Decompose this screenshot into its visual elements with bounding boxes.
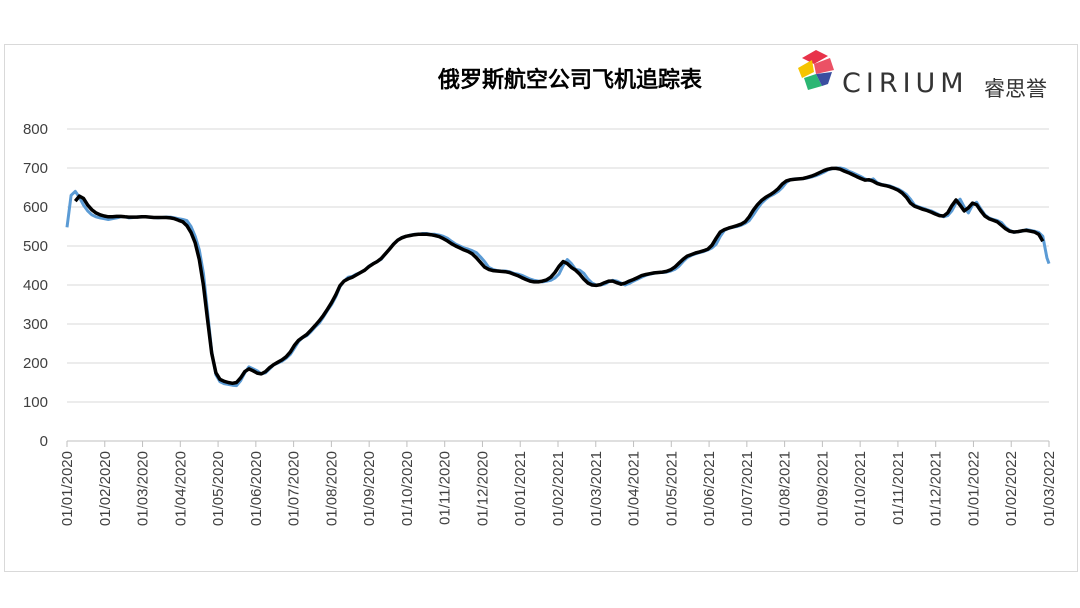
x-tick-label: 01/09/2020	[361, 451, 378, 526]
x-tick-label: 01/05/2021	[663, 451, 680, 526]
cirium-logo-icon	[798, 50, 834, 90]
x-tick-label: 01/09/2021	[814, 451, 831, 526]
cirium-logo: CIRIUM 睿思誉	[798, 48, 1060, 104]
y-tick-label: 300	[23, 316, 48, 333]
x-tick-label: 01/07/2020	[286, 451, 303, 526]
moving-average-line	[73, 166, 1045, 386]
y-tick-label: 100	[23, 394, 48, 411]
x-tick-label: 01/11/2020	[437, 451, 454, 525]
y-tick-label: 0	[40, 433, 48, 450]
x-tick-label: 01/10/2020	[399, 451, 416, 526]
x-tick-label: 01/12/2020	[474, 451, 491, 526]
x-tick-label: 01/02/2020	[97, 451, 114, 526]
y-tick-label: 200	[23, 355, 48, 372]
chart-title: 俄罗斯航空公司飞机追踪表	[437, 68, 702, 93]
x-axis-ticks: 01/01/2020 01/02/2020 01/03/2020 01/04/2020…	[59, 441, 1058, 526]
x-tick-label: 01/01/2021	[512, 451, 529, 526]
x-tick-label: 01/03/2021	[588, 451, 605, 526]
x-tick-label: 01/11/2021	[890, 451, 907, 525]
x-tick-label: 01/01/2020	[59, 451, 76, 526]
logo-chinese-name: 睿思誉	[984, 77, 1047, 101]
y-tick-label: 500	[23, 238, 48, 255]
y-tick-label: 600	[23, 199, 48, 216]
x-tick-label: 01/06/2020	[248, 451, 265, 526]
grid-lines	[67, 128, 1049, 403]
y-axis-ticks: 0 100 200 300 400 500 600 700 800	[23, 121, 48, 450]
x-tick-label: 01/03/2022	[1041, 451, 1058, 526]
x-tick-label: 01/01/2022	[965, 451, 982, 526]
x-tick-label: 01/03/2020	[135, 451, 152, 526]
x-tick-label: 01/04/2020	[172, 451, 189, 526]
x-tick-label: 01/07/2021	[739, 451, 756, 526]
series-lines	[65, 166, 1051, 388]
chart-frame	[4, 44, 1078, 572]
x-tick-label: 01/12/2021	[928, 451, 945, 526]
daily-series-line	[65, 166, 1051, 388]
x-tick-label: 01/05/2020	[210, 451, 227, 526]
x-tick-label: 01/10/2021	[852, 451, 869, 526]
y-tick-label: 400	[23, 277, 48, 294]
x-tick-label: 01/08/2021	[777, 451, 794, 526]
x-tick-label: 01/04/2021	[626, 451, 643, 526]
x-tick-label: 01/02/2022	[1003, 451, 1020, 526]
y-tick-label: 700	[23, 160, 48, 177]
logo-wordmark: CIRIUM	[842, 68, 969, 99]
x-tick-label: 01/02/2021	[550, 451, 567, 526]
x-tick-label: 01/06/2021	[701, 451, 718, 526]
y-tick-label: 800	[23, 121, 48, 138]
x-tick-label: 01/08/2020	[323, 451, 340, 526]
